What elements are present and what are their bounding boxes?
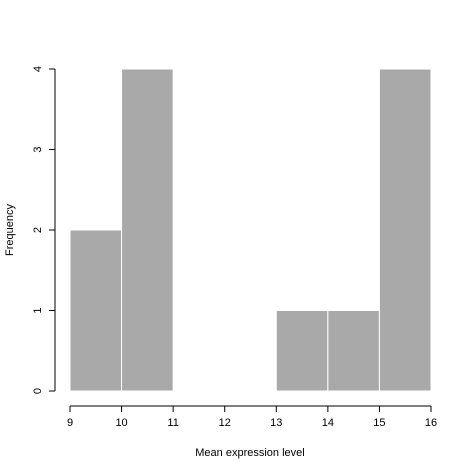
x-tick-label: 14 bbox=[322, 417, 334, 429]
y-tick-label: 3 bbox=[32, 146, 44, 152]
histogram-bar bbox=[121, 68, 174, 392]
y-tick-label: 2 bbox=[32, 227, 44, 233]
x-tick-label: 11 bbox=[167, 417, 178, 429]
y-axis: 0 1 2 3 4 bbox=[32, 66, 56, 394]
x-axis: 9 10 11 12 13 14 15 16 bbox=[67, 405, 437, 429]
histogram-bar bbox=[327, 310, 380, 392]
bars-group bbox=[69, 68, 432, 392]
x-tick-label: 13 bbox=[270, 417, 282, 429]
x-axis-title: Mean expression level bbox=[195, 447, 304, 459]
x-tick-label: 9 bbox=[67, 417, 73, 429]
y-tick-label: 4 bbox=[32, 66, 44, 72]
y-tick-label: 0 bbox=[32, 388, 44, 394]
histogram-bar bbox=[378, 68, 432, 392]
x-tick-label: 15 bbox=[373, 417, 385, 429]
x-tick-label: 10 bbox=[115, 417, 127, 429]
histogram-bar bbox=[69, 229, 123, 392]
x-tick-label: 16 bbox=[425, 417, 437, 429]
histogram-bar bbox=[275, 310, 329, 392]
y-tick-label: 1 bbox=[32, 307, 44, 313]
x-tick-label: 12 bbox=[219, 417, 231, 429]
y-axis-title: Frequency bbox=[4, 204, 16, 256]
